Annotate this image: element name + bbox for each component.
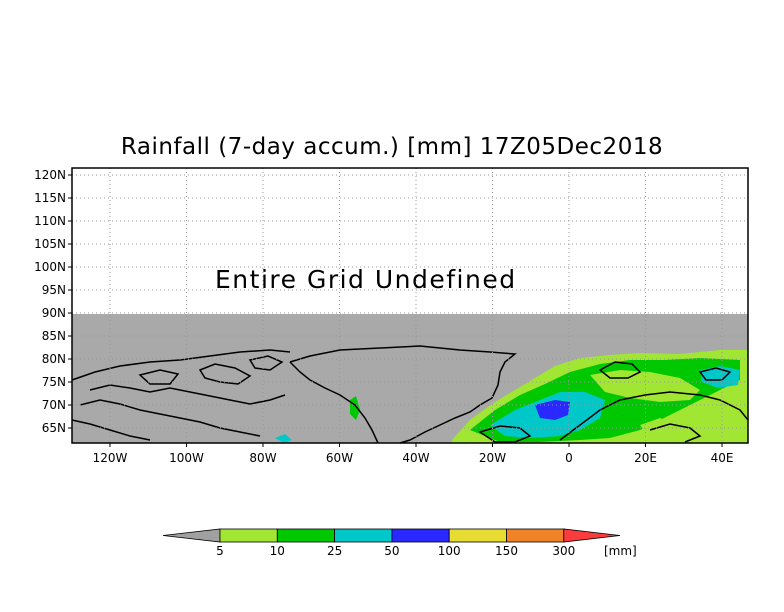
- colorbar-segment: [276, 528, 335, 543]
- latitude-label: 110N: [34, 214, 66, 228]
- colorbar-tick-label: 300: [552, 544, 575, 558]
- undefined-grid-message: Entire Grid Undefined: [215, 265, 517, 294]
- longitude-label: 20W: [479, 451, 506, 465]
- latitude-label: 75N: [42, 375, 66, 389]
- map-grid: [72, 168, 748, 443]
- longitude-label: 60W: [326, 451, 353, 465]
- colorbar-segment: [391, 528, 450, 543]
- latitude-labels: 120N 115N 110N 105N 100N 95N 90N 85N 80N 75N 70N 65…: [34, 168, 72, 435]
- latitude-label: 105N: [34, 237, 66, 251]
- colorbar-tick-label: 10: [270, 544, 285, 558]
- latitude-label: 115N: [34, 191, 66, 205]
- latitude-label: 80N: [42, 352, 66, 366]
- colorbar-high-triangle: [563, 528, 621, 543]
- longitude-label: 20E: [634, 451, 657, 465]
- longitude-label: 120W: [93, 451, 128, 465]
- colorbar-tick-label: 5: [216, 544, 224, 558]
- latitude-label: 70N: [42, 398, 66, 412]
- colorbar-unit: [mm]: [604, 544, 637, 558]
- latitude-label: 85N: [42, 329, 66, 343]
- longitude-label: 100W: [169, 451, 204, 465]
- colorbar-tick-label: 150: [495, 544, 518, 558]
- longitude-label: 40E: [711, 451, 734, 465]
- latitude-label: 90N: [42, 306, 66, 320]
- colorbar-segment: [506, 528, 565, 543]
- longitude-label: 40W: [402, 451, 429, 465]
- colorbar-segment: [334, 528, 393, 543]
- longitude-label: 80W: [249, 451, 276, 465]
- longitude-labels: 120W 100W 80W 60W 40W 20W 0 20E 40E: [93, 443, 734, 465]
- coastlines: [71, 345, 749, 444]
- map-title: Rainfall (7-day accum.) [mm] 17Z05Dec201…: [120, 134, 664, 160]
- colorbar-tick-label: 100: [438, 544, 461, 558]
- colorbar-segment: [219, 528, 278, 543]
- colorbar-segment: [448, 528, 507, 543]
- latitude-label: 120N: [34, 168, 66, 182]
- colorbar-tick-label: 25: [327, 544, 342, 558]
- latitude-label: 95N: [42, 283, 66, 297]
- colorbar: 5 10 25 50 100 150 300: [162, 528, 621, 558]
- map-frame: [71, 167, 749, 444]
- colorbar-tick-label: 50: [384, 544, 399, 558]
- latitude-label: 65N: [42, 421, 66, 435]
- latitude-label: 100N: [34, 260, 66, 274]
- colorbar-low-triangle: [162, 528, 221, 543]
- longitude-label: 0: [565, 451, 573, 465]
